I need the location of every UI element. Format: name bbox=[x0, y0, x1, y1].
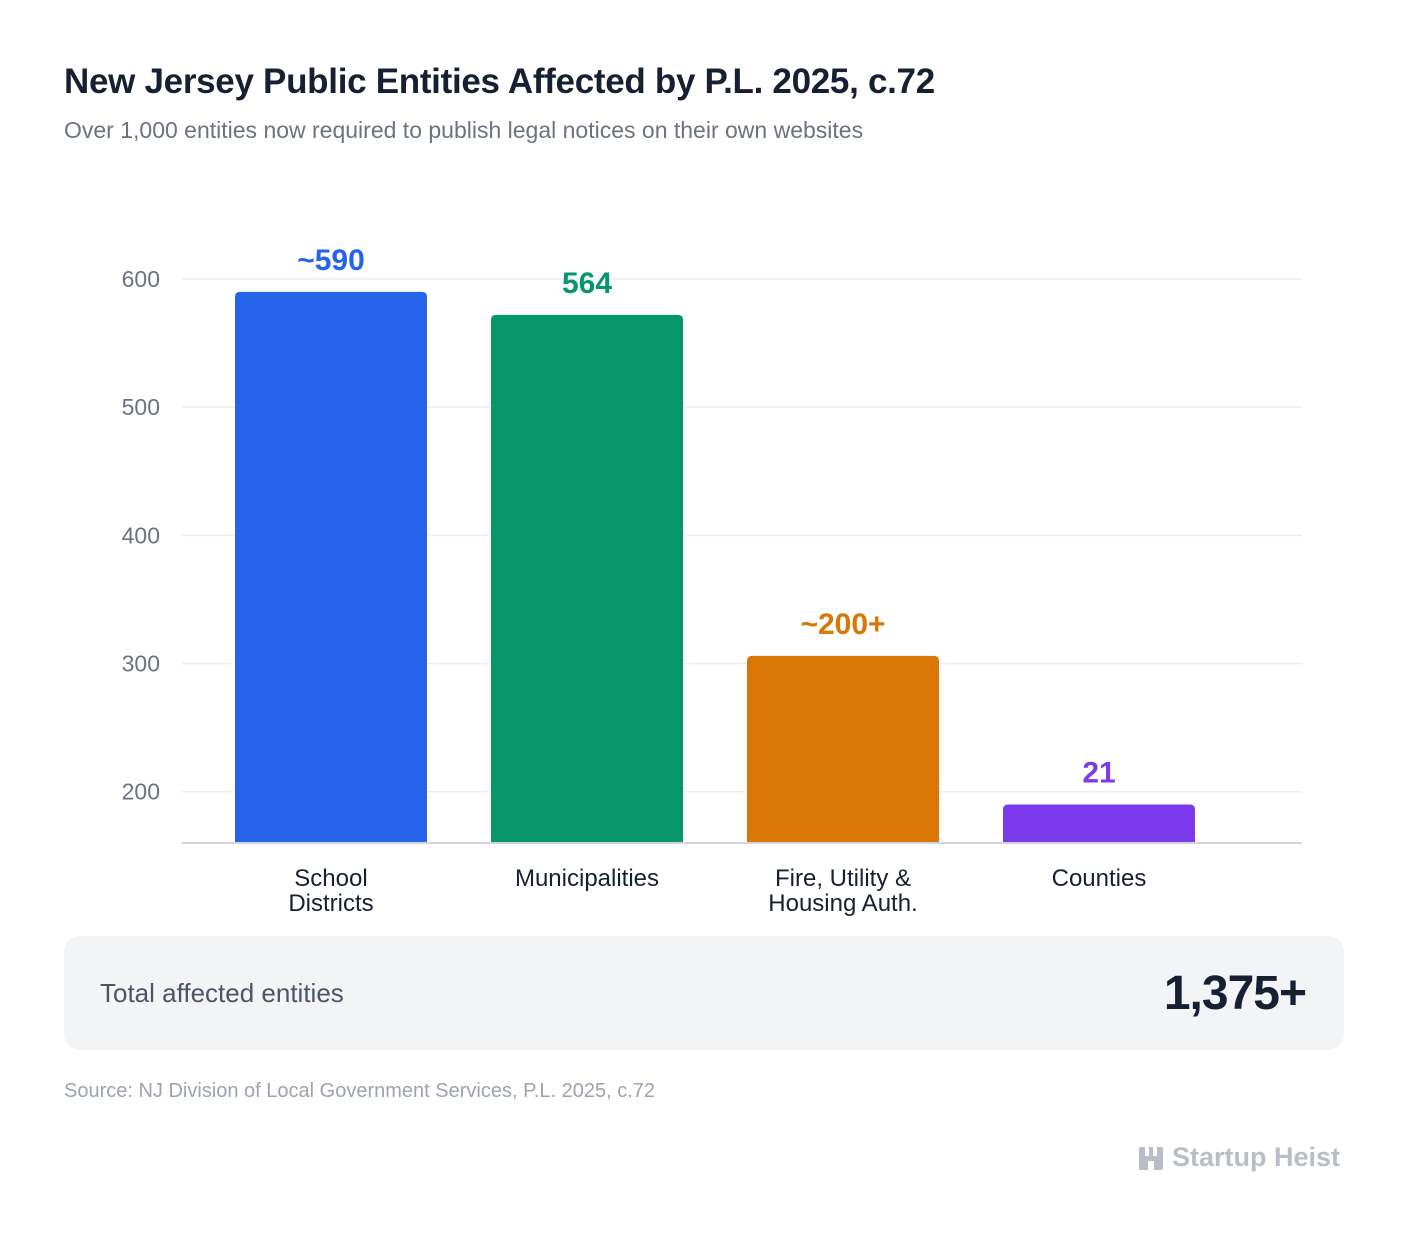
total-value: 1,375+ bbox=[1163, 967, 1307, 1020]
y-tick-label: 200 bbox=[122, 779, 160, 805]
x-category-label: Municipalities bbox=[515, 865, 659, 892]
bar bbox=[747, 655, 939, 843]
bar-chart: 200 300 400 500 600 ~590 564 ~200+ 21 SchoolDis… bbox=[122, 244, 1302, 917]
x-category-label: School bbox=[294, 865, 367, 892]
chart-subtitle: Over 1,000 entities now required to publ… bbox=[64, 117, 864, 143]
y-tick-label: 300 bbox=[122, 651, 160, 677]
x-category-label: Fire, Utility & bbox=[775, 865, 911, 892]
bar bbox=[491, 314, 683, 844]
y-tick-label: 400 bbox=[122, 522, 160, 548]
bar-value-label: ~200+ bbox=[800, 608, 885, 641]
total-label: Total affected entities bbox=[100, 978, 344, 1008]
x-category-label: Districts bbox=[288, 890, 373, 917]
x-category-label: Counties bbox=[1052, 865, 1147, 892]
building-logo-icon bbox=[1138, 1146, 1163, 1170]
bars bbox=[235, 291, 1195, 844]
brand-name: Startup Heist bbox=[1171, 1142, 1340, 1172]
bar-value-label: 564 bbox=[562, 267, 612, 300]
bar-value-label: ~590 bbox=[297, 244, 365, 277]
chart-title: New Jersey Public Entities Affected by P… bbox=[64, 62, 935, 101]
bar bbox=[1003, 804, 1195, 843]
y-tick-label: 500 bbox=[122, 394, 160, 420]
y-tick-label: 600 bbox=[122, 266, 160, 292]
brand-logo: Startup Heist bbox=[1138, 1142, 1340, 1173]
y-axis-ticks: 200 300 400 500 600 bbox=[122, 266, 160, 805]
total-summary-panel: Total affected entities 1,375+ bbox=[64, 936, 1344, 1050]
source-note: Source: NJ Division of Local Government … bbox=[64, 1080, 656, 1102]
value-labels: ~590 564 ~200+ 21 bbox=[297, 244, 1115, 790]
bar-value-label: 21 bbox=[1082, 757, 1115, 790]
x-category-label: Housing Auth. bbox=[768, 890, 917, 917]
bar bbox=[235, 291, 427, 843]
